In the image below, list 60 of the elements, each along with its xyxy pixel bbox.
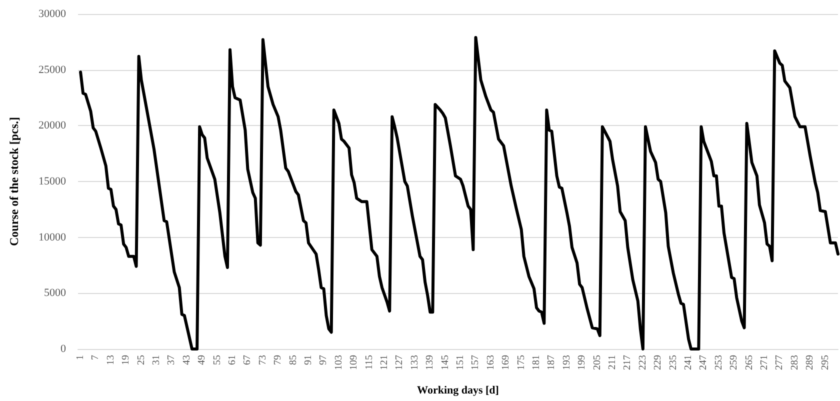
y-tick-label: 15000 — [38, 176, 66, 188]
x-tick-label: 19 — [120, 355, 132, 365]
x-axis-title: Working days [d] — [417, 384, 499, 396]
x-tick-label: 277 — [774, 355, 786, 370]
x-tick-label: 259 — [728, 355, 740, 370]
x-tick-label: 13 — [105, 355, 116, 365]
y-tick-label: 10000 — [38, 231, 66, 244]
x-tick-label: 223 — [637, 355, 648, 370]
x-tick-label: 109 — [348, 355, 360, 370]
x-tick-label: 253 — [713, 355, 724, 370]
x-tick-label: 175 — [516, 355, 527, 370]
x-tick-label: 199 — [576, 355, 588, 370]
x-tick-label: 61 — [227, 355, 238, 365]
x-tick-label: 289 — [804, 355, 816, 370]
x-tick-label: 265 — [744, 355, 755, 370]
x-tick-label: 85 — [288, 355, 299, 365]
x-tick-label: 145 — [440, 355, 451, 370]
y-tick-label: 30000 — [38, 8, 66, 20]
y-tick-label: 0 — [60, 343, 66, 355]
y-tick-label: 20000 — [38, 120, 66, 132]
x-tick-label: 55 — [212, 355, 223, 365]
x-tick-label: 133 — [409, 355, 420, 370]
line-series — [79, 36, 840, 350]
x-tick-label: 181 — [531, 355, 542, 370]
x-tick-label: 73 — [257, 355, 268, 365]
x-tick-label: 115 — [364, 355, 375, 370]
x-tick-label: 43 — [181, 355, 192, 365]
x-tick-label: 91 — [303, 355, 314, 365]
x-tick-label: 31 — [151, 355, 162, 365]
x-tick-label: 193 — [561, 355, 572, 370]
x-tick-label: 127 — [394, 355, 406, 370]
x-tick-label: 235 — [668, 355, 679, 370]
x-tick-label: 247 — [698, 355, 710, 370]
x-tick-label: 151 — [455, 355, 466, 370]
x-tick-label: 79 — [272, 355, 284, 365]
x-tick-label: 25 — [136, 355, 147, 365]
x-tick-label: 97 — [318, 355, 330, 365]
x-tick-label: 187 — [546, 355, 558, 370]
x-tick-label: 121 — [379, 355, 390, 370]
x-tick-label: 205 — [592, 355, 603, 370]
x-tick-label: 163 — [485, 355, 496, 370]
x-tick-label: 103 — [333, 355, 344, 370]
x-tick-label: 139 — [424, 355, 436, 370]
y-tick-label: 5000 — [44, 287, 66, 300]
x-tick-label: 37 — [166, 355, 178, 365]
x-tick-label: 7 — [90, 355, 102, 360]
x-tick-label: 271 — [759, 355, 770, 370]
x-tick-label: 217 — [622, 355, 634, 370]
y-tick-label: 25000 — [38, 64, 66, 76]
x-tick-label: 169 — [500, 355, 512, 370]
x-tick-label: 229 — [652, 355, 664, 370]
x-tick-label: 157 — [470, 355, 482, 370]
x-tick-label: 283 — [789, 355, 800, 370]
x-tick-label: 67 — [242, 355, 254, 365]
x-tick-label: 241 — [683, 355, 694, 370]
y-axis-title: Course of the stock [pcs.] — [7, 117, 21, 246]
x-tick-label: 1 — [75, 355, 86, 360]
x-tick-label: 295 — [820, 355, 831, 370]
x-tick-label: 211 — [607, 355, 618, 370]
x-tick-label: 49 — [196, 355, 208, 365]
